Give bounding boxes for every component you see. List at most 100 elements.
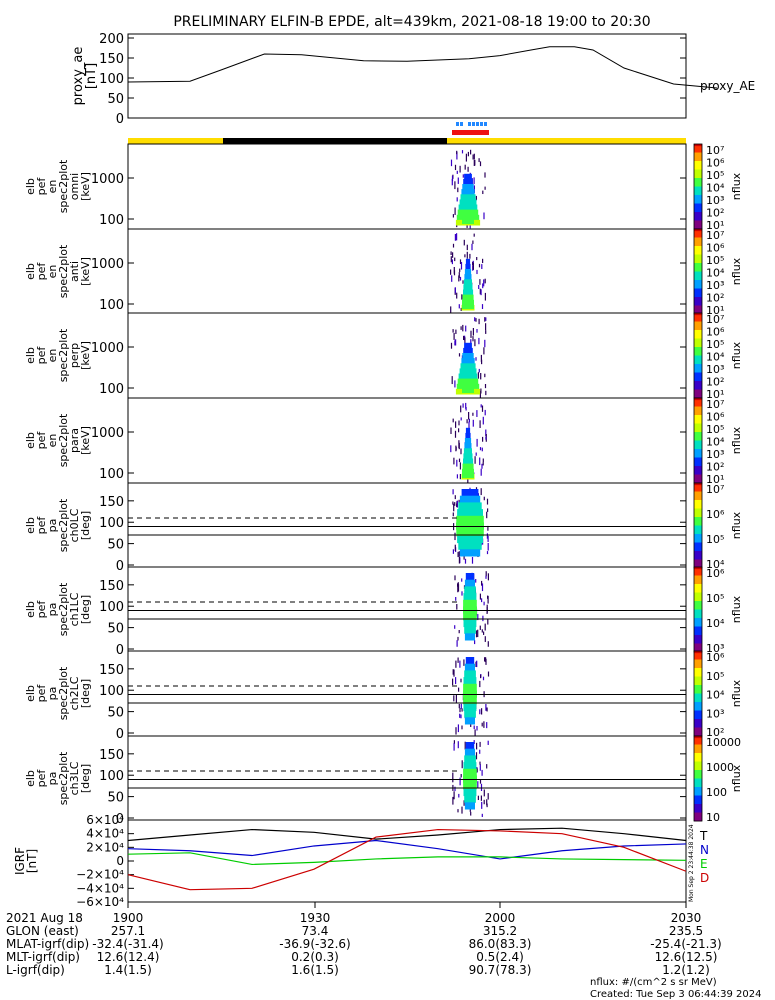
colorbar-cell [694, 659, 702, 663]
colorbar-cell [694, 603, 702, 606]
colorbar-cell [694, 710, 702, 714]
flux-streak [460, 703, 462, 709]
colorbar-cell [694, 746, 702, 750]
colorbar-cell [694, 540, 702, 543]
colorbar-cell [694, 163, 702, 166]
colorbar-cell [694, 609, 702, 613]
ytick-label: 1000 [91, 257, 124, 272]
colorbar-cell [694, 239, 702, 243]
colorbar-cell [694, 531, 702, 535]
flux-cell [464, 710, 476, 718]
ytick-label: 150 [99, 663, 124, 678]
colorbar-tick-label: 1000 [706, 761, 734, 774]
colorbar-cell [694, 209, 702, 213]
colorbar-cell [694, 427, 702, 431]
flux-cell [464, 795, 476, 803]
flux-streak [458, 353, 461, 357]
panel-ylabel-line: anti [68, 261, 81, 282]
flux-cell-peak [462, 300, 474, 309]
panel-ylabel: elbpefpaspec2plotch1LC[deg] [24, 582, 92, 636]
flux-streak [479, 680, 481, 688]
ytick-label: 0 [116, 727, 124, 742]
flux-streak [454, 164, 457, 171]
ae-line [127, 46, 718, 89]
flux-cell [464, 274, 472, 280]
colorbar-cell [694, 260, 702, 264]
colorbar-tick-label: 10⁵ [706, 423, 724, 436]
colorbar-tick-label: 10³ [706, 707, 724, 720]
colorbar-cell [694, 797, 702, 801]
colorbar-cell [694, 653, 702, 656]
flux-streak [457, 551, 459, 558]
flux-streak [487, 525, 489, 531]
flux-cell [456, 515, 484, 523]
flux-streak [471, 243, 473, 251]
colorbar-cell [694, 637, 702, 640]
ytick-label: 100 [99, 600, 124, 615]
colorbar-cell [694, 581, 702, 585]
flux-streak [479, 288, 481, 295]
colorbar-cell [694, 313, 702, 316]
colorbar-cell [694, 536, 702, 539]
flux-streak [487, 793, 489, 800]
flux-streak [459, 713, 461, 718]
colorbar-cell [694, 368, 702, 371]
colorbar-cell [694, 197, 702, 200]
flux-streak [487, 595, 489, 599]
flux-streak [485, 323, 487, 331]
flux-streak [456, 459, 458, 467]
colorbar-cell [694, 288, 702, 292]
colorbar-tick-label: 10⁴ [706, 558, 725, 571]
flux-streak [476, 257, 478, 261]
colorbar-cell [694, 406, 702, 410]
flux-cell [465, 573, 475, 581]
colorbar-tick-label: 10⁵ [706, 592, 724, 605]
colorbar-cell [694, 527, 702, 531]
colorbar-cell [694, 668, 702, 671]
ytick-label: 0 [116, 559, 124, 574]
flux-streak [485, 658, 487, 665]
flux-streak [458, 793, 460, 798]
xaxis-row-value: 257.1 [111, 924, 145, 938]
ae-ytick-label: 150 [99, 52, 124, 67]
flux-streak [483, 601, 485, 606]
flux-cell [464, 717, 475, 725]
xaxis-row-value: 235.5 [669, 924, 703, 938]
colorbar-cell [694, 292, 702, 296]
colorbar-cell [694, 672, 702, 675]
shadow-bar [223, 138, 447, 144]
colorbar-cell [694, 729, 702, 733]
flux-streak [467, 166, 469, 172]
colorbar-cell [694, 519, 702, 522]
colorbar-cell [694, 784, 702, 788]
flux-streak [472, 265, 474, 271]
flux-streak [457, 636, 459, 641]
colorbar-cell [694, 624, 702, 627]
colorbar-cell [694, 561, 702, 565]
colorbar-cell [694, 432, 702, 435]
flux-cell [464, 443, 472, 449]
ae-ytick-label: 200 [99, 32, 124, 47]
flux-cell [463, 289, 474, 296]
flux-streak [450, 306, 452, 313]
flux-streak [485, 317, 487, 321]
colorbar-cell [694, 744, 702, 748]
colorbar-cell [694, 474, 702, 478]
panel-frame [127, 735, 687, 822]
spectrogram-panel-pa-ch2LC: 150100500elbpefpaspec2plotch2LC[deg]10⁶1… [24, 650, 743, 742]
flux-streak [484, 373, 486, 378]
colorbar-tick-label: 10² [706, 376, 724, 389]
colorbar-cell [694, 173, 702, 177]
xaxis-row-value: 2030 [671, 911, 702, 925]
flux-streak [482, 436, 484, 442]
colorbar-tick-label: 10⁶ [706, 567, 725, 580]
ae-ylabel-line: [nT] [84, 63, 99, 89]
flux-streak [455, 660, 457, 668]
flux-streak [479, 741, 481, 747]
colorbar-cell [694, 357, 702, 361]
flux-streak [452, 489, 454, 495]
flux-streak [472, 412, 474, 416]
flux-streak [456, 500, 458, 508]
flux-streak [459, 708, 461, 713]
flux-streak [454, 495, 456, 500]
